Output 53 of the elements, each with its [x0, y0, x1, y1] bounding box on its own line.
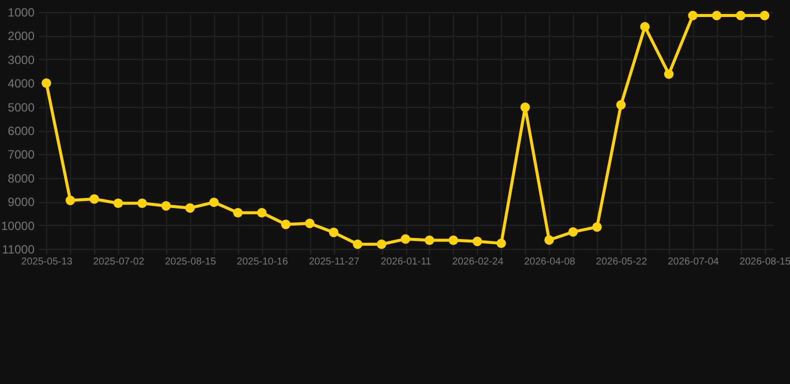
point: [304, 218, 314, 228]
point: [376, 240, 386, 249]
point: [592, 222, 602, 232]
y-tick-label: 5000: [8, 100, 35, 114]
point: [544, 235, 554, 245]
y-tick-label: 7000: [8, 148, 35, 162]
point: [352, 240, 362, 249]
y-tick-label: 9000: [8, 195, 35, 210]
x-tick-label: 2026-04-08: [524, 256, 576, 268]
y-tick-label: 10000: [1, 218, 35, 233]
y-tick-label: 8000: [8, 171, 35, 186]
point: [281, 220, 291, 230]
point: [42, 78, 52, 88]
x-tick-label: 2026-02-24: [452, 256, 504, 268]
y-tick-label: 2000: [8, 29, 35, 44]
point: [113, 198, 123, 208]
y-tick-label: 1000: [8, 6, 35, 20]
x-tick-label: 2026-05-22: [596, 256, 648, 268]
point: [712, 10, 722, 20]
point: [161, 201, 171, 211]
point: [640, 22, 650, 32]
x-tick-label: 2025-11-27: [308, 256, 360, 268]
x-tick-label: 2025-05-13: [21, 256, 73, 268]
point: [736, 10, 746, 20]
point: [472, 236, 482, 246]
point: [496, 238, 506, 248]
x-tick-label: 2026-07-04: [668, 256, 720, 268]
point: [137, 198, 147, 208]
point: [568, 227, 578, 237]
point: [400, 234, 410, 244]
y-tick-label: 3000: [8, 52, 35, 67]
point: [424, 235, 434, 245]
point: [688, 10, 698, 20]
y-tick-label: 4000: [8, 76, 35, 91]
point: [66, 196, 76, 206]
point: [328, 228, 338, 238]
x-tick-label: 2026-08-15: [740, 256, 790, 268]
point: [90, 194, 100, 204]
point: [448, 235, 458, 245]
point: [209, 198, 219, 208]
x-tick-label: 2025-08-15: [164, 256, 217, 268]
x-tick-label: 2026-01-11: [380, 256, 432, 268]
point: [760, 10, 770, 20]
point: [185, 203, 195, 213]
x-tick-label: 2025-07-02: [93, 256, 145, 268]
y-tick-label: 11000: [2, 242, 35, 256]
point: [520, 102, 530, 112]
point: [664, 69, 674, 79]
point: [616, 100, 626, 110]
point: [257, 208, 267, 218]
x-tick-label: 2025-10-16: [236, 256, 288, 268]
y-tick-label: 6000: [8, 124, 35, 138]
point: [233, 208, 243, 218]
